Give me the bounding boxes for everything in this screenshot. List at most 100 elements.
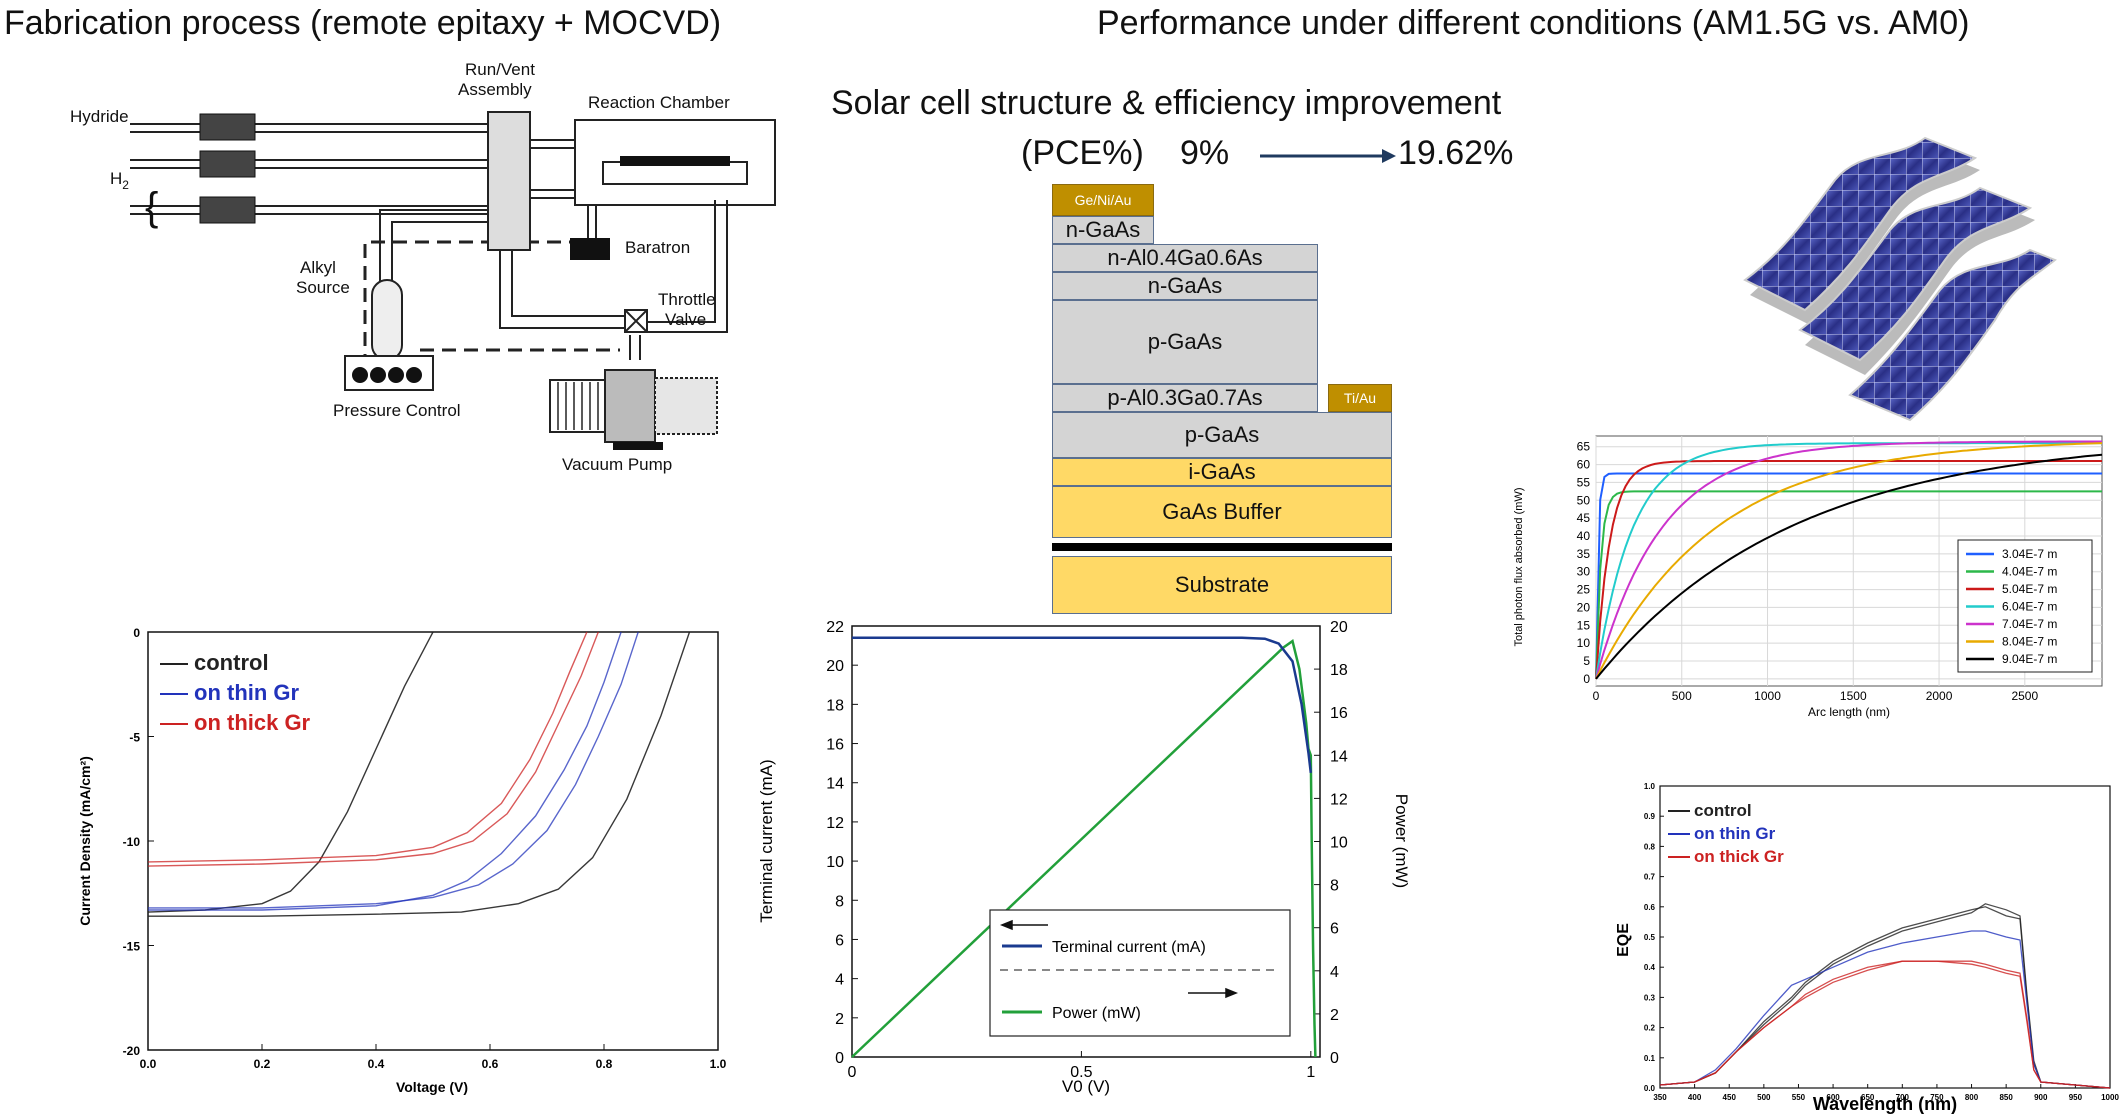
label-assembly: Assembly [458,80,532,99]
iv-y2tick-label: 16 [1330,705,1348,722]
eqe-chart: 350 400 450 500 550 600 650 700 750 800 850 900 950 1… [1615,782,2119,1114]
layer-stack: Ge/Ni/Au n-GaAs n-Al0.4Ga0.6As n-GaAs p-… [1052,184,1392,614]
flux-series-5 [1595,442,2103,680]
eqe-xtick-label: 500 [1757,1093,1771,1102]
eqe-ytick-label: 0.5 [1644,933,1656,942]
flux-xtick-label: 2500 [2011,689,2038,703]
layer-substrate: Substrate [1052,556,1392,614]
label-reaction-chamber: Reaction Chamber [588,93,730,112]
layer-n-algaas: n-Al0.4Ga0.6As [1052,244,1318,272]
flux-series-0 [1595,472,2102,679]
jv-series-1-curve-0 [148,631,639,909]
eqe-legend-label-2: on thick Gr [1694,847,1784,866]
jv-xtick-label: 0.2 [254,1057,271,1071]
flux-series-4 [1595,440,2102,680]
eqe-series-2-curve-1 [1659,960,2111,1089]
flux-series-6 [1595,453,2103,680]
layer-buffer: GaAs Buffer [1052,486,1392,538]
contact-ge-ni-au: Ge/Ni/Au [1052,184,1154,216]
layer-p-algaas: p-Al0.3Ga0.7As [1052,384,1318,412]
iv-legend-current-label: Terminal current (mA) [1052,939,1206,956]
layer-n-gaas-top: n-GaAs [1052,216,1154,244]
eqe-plot-frame [1659,785,2111,1089]
contact-ti-au: Ti/Au [1328,384,1392,412]
flux-ytick-label: 45 [1577,511,1591,525]
jv-legend-label-0: control [194,650,269,675]
iv-y2tick-label: 14 [1330,748,1348,765]
eqe-legend-label-0: control [1694,801,1752,820]
iv-y2label: Power (mW) [1392,794,1411,888]
jv-xtick-label: 0.0 [140,1057,157,1071]
flux-series-1 [1595,490,2102,679]
label-baratron: Baratron [625,238,690,257]
jv-series-2-curve-1 [147,631,599,867]
flux-series-2 [1595,460,2102,679]
iv-legend [989,909,1291,1037]
jv-curve-chart: 0.0 0.2 0.4 0.6 0.8 1.0 0 -5 -10 -15 -20 control on… [77,626,727,1095]
flux-ytick-label: 65 [1577,440,1591,454]
eqe-ytick-label: 0.2 [1644,1024,1656,1033]
jv-legend-label-2: on thick Gr [194,710,311,735]
iv-ytick-label: 16 [826,737,844,754]
jv-xlabel: Voltage (V) [396,1079,468,1095]
label-h2: H2 [110,169,129,192]
jv-ytick-label: 0 [133,626,140,640]
flexible-solar-panels-illustration [1743,136,2057,422]
fabrication-heading: Fabrication process (remote epitaxy + MO… [4,4,722,42]
iv-y2tick-label: 10 [1330,835,1348,852]
iv-y2tick-label: 18 [1330,662,1348,679]
eqe-xtick-label: 450 [1723,1093,1737,1102]
iv-y2tick-label: 0 [1330,1050,1339,1067]
eqe-xtick-label: 350 [1653,1093,1667,1102]
iv-power-chart: 0 0.5 102468101214161820220246810121416182… [757,619,1411,1096]
pce-after: 19.62% [1398,134,1514,172]
pce-label: (PCE%) [1021,134,1144,172]
layer-p-gaas-lower: p-GaAs [1052,412,1392,458]
eqe-ytick-label: 0.6 [1644,903,1656,912]
flux-legend-label-6: 9.04E-7 m [2002,652,2057,666]
iv-ytick-label: 2 [835,1011,844,1028]
pce-arrow [1260,149,1396,163]
structure-heading: Solar cell structure & efficiency improv… [831,84,1502,122]
label-source: Source [296,278,350,297]
layer-i-gaas: i-GaAs [1052,458,1392,486]
jv-legend-label-1: on thin Gr [194,680,300,705]
jv-series-2-curve-0 [147,631,588,863]
eqe-ytick-label: 1.0 [1644,782,1656,791]
iv-ylabel: Terminal current (mA) [757,759,776,922]
jv-plot-frame [147,631,719,1051]
flux-legend-label-2: 5.04E-7 m [2002,582,2057,596]
iv-ytick-label: 0 [835,1050,844,1067]
flux-ytick-label: 60 [1577,458,1591,472]
iv-ytick-label: 6 [835,932,844,949]
iv-ytick-label: 12 [826,815,844,832]
flux-xtick-label: 0 [1593,689,1600,703]
iv-y2tick-label: 6 [1330,921,1339,938]
iv-ytick-label: 4 [835,972,844,989]
iv-xtick-label: 0 [848,1064,857,1081]
flux-legend-label-5: 8.04E-7 m [2002,635,2057,649]
iv-legend-arrows [999,919,1239,999]
eqe-xtick-label: 1000 [2101,1093,2119,1102]
flux-legend-label-0: 3.04E-7 m [2002,547,2057,561]
label-run-vent: Run/Vent [465,60,535,79]
label-valve: Valve [665,310,706,329]
flux-ytick-label: 35 [1577,547,1591,561]
jv-xtick-label: 0.4 [368,1057,385,1071]
pce-before: 9% [1180,134,1230,172]
jv-series-0-curve-1 [148,631,691,917]
eqe-xtick-label: 900 [2034,1093,2048,1102]
eqe-xtick-label: 950 [2069,1093,2083,1102]
iv-ytick-label: 18 [826,697,844,714]
jv-ylabel: Current Density (mA/cm²) [77,756,93,926]
jv-ytick-label: -15 [123,940,141,954]
iv-current-line [852,636,1313,774]
flux-series-3 [1595,442,2102,680]
flux-ytick-label: 40 [1577,529,1591,543]
flux-legend-label-1: 4.04E-7 m [2002,565,2057,579]
eqe-series-1-curve-0 [1659,930,2111,1089]
jv-xtick-label: 1.0 [710,1057,727,1071]
layer-n-gaas: n-GaAs [1052,272,1318,300]
iv-y2tick-label: 2 [1330,1007,1339,1024]
h2-brace: { [145,185,158,229]
